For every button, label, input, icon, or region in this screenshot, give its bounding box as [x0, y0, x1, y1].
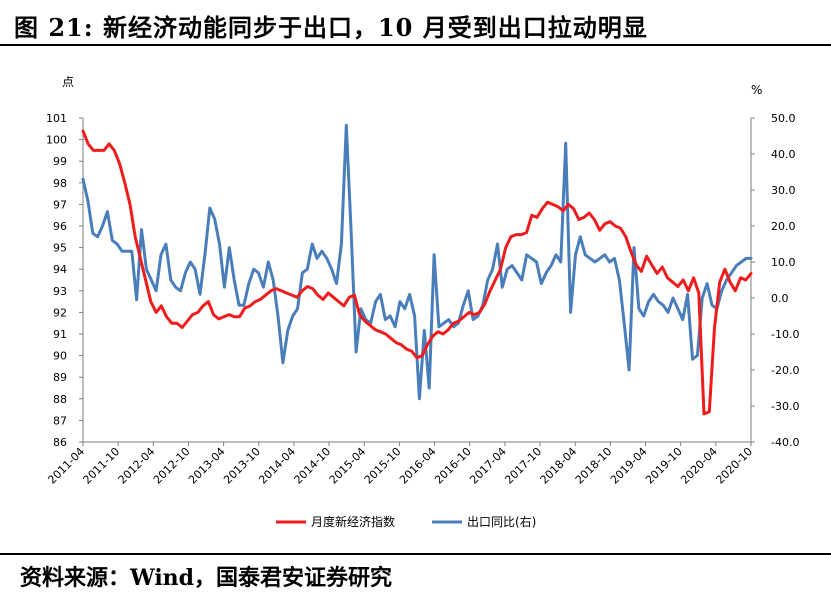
right-axis-unit: % — [751, 83, 762, 97]
right-tick-label: -30.0 — [771, 400, 799, 413]
left-tick-label: 97 — [53, 198, 67, 211]
right-tick-label: 30.0 — [771, 184, 796, 197]
legend-label-new-economy-index: 月度新经济指数 — [311, 514, 395, 529]
legend-label-export-yoy: 出口同比(右) — [467, 514, 536, 529]
left-tick-label: 100 — [46, 134, 67, 147]
series-layer — [81, 123, 753, 416]
x-tick-label: 2013-04 — [186, 445, 228, 487]
figure-title-text: 图 21: 新经济动能同步于出口，10 月受到出口拉动明显 — [14, 13, 648, 42]
left-tick-label: 93 — [53, 285, 67, 298]
x-tick-label: 2017-04 — [467, 445, 509, 487]
left-tick-label: 86 — [53, 436, 67, 449]
left-tick-label: 95 — [53, 242, 67, 255]
legend: 月度新经济指数 出口同比(右) — [276, 514, 536, 529]
left-tick-label: 87 — [53, 414, 67, 427]
chart-svg: 86 87 88 89 90 91 92 93 94 95 96 97 98 99 100 101 -40.0 -… — [45, 75, 799, 529]
x-tick-label: 2012-10 — [151, 445, 193, 487]
left-tick-label: 90 — [53, 350, 67, 363]
x-tick-label: 2016-10 — [432, 445, 474, 487]
right-tick-label: 20.0 — [771, 220, 796, 233]
series-line-new-economy-index — [81, 129, 753, 416]
right-tick-label: 0.0 — [771, 292, 789, 305]
right-tick-label: 10.0 — [771, 256, 796, 269]
x-tick-label: 2017-10 — [502, 445, 544, 487]
left-tick-label: 91 — [53, 328, 67, 341]
left-tick-label: 88 — [53, 393, 67, 406]
title-rule — [0, 44, 831, 46]
right-tick-label: -40.0 — [771, 436, 799, 449]
x-tick-label: 2020-10 — [713, 445, 755, 487]
left-tick-label: 89 — [53, 371, 67, 384]
left-tick-label: 101 — [46, 112, 67, 125]
x-tick-label: 2019-10 — [643, 445, 685, 487]
x-tick-label: 2018-04 — [538, 445, 580, 487]
x-tick-label: 2015-10 — [362, 445, 404, 487]
right-tick-label: 50.0 — [771, 112, 796, 125]
x-tick-label: 2013-10 — [221, 445, 263, 487]
left-tick-label: 99 — [53, 155, 67, 168]
left-tick-label: 92 — [53, 306, 67, 319]
x-tick-label: 2019-04 — [608, 445, 650, 487]
x-tick-label: 2012-04 — [116, 445, 158, 487]
left-axis-unit: 点 — [62, 75, 74, 89]
x-tick-label: 2016-04 — [397, 445, 439, 487]
left-tick-label: 98 — [53, 177, 67, 190]
x-tick-label: 2014-04 — [256, 445, 298, 487]
right-tick-label: -10.0 — [771, 328, 799, 341]
right-tick-label: -20.0 — [771, 364, 799, 377]
chart-area: 86 87 88 89 90 91 92 93 94 95 96 97 98 99 100 101 -40.0 -… — [0, 56, 831, 544]
right-tick-label: 40.0 — [771, 148, 796, 161]
left-tick-label: 94 — [53, 263, 67, 276]
left-tick-label: 96 — [53, 220, 67, 233]
footer-rule — [0, 553, 831, 555]
source-note: 资料来源：Wind，国泰君安证券研究 — [20, 565, 393, 591]
figure-title: 图 21: 新经济动能同步于出口，10 月受到出口拉动明显 — [0, 0, 831, 50]
x-tick-label: 2015-04 — [327, 445, 369, 487]
x-tick-label: 2018-10 — [573, 445, 615, 487]
x-tick-label: 2014-10 — [292, 445, 334, 487]
x-tick-label: 2011-04 — [45, 445, 87, 487]
x-tick-label: 2020-04 — [678, 445, 720, 487]
x-tick-label: 2011-10 — [81, 445, 123, 487]
